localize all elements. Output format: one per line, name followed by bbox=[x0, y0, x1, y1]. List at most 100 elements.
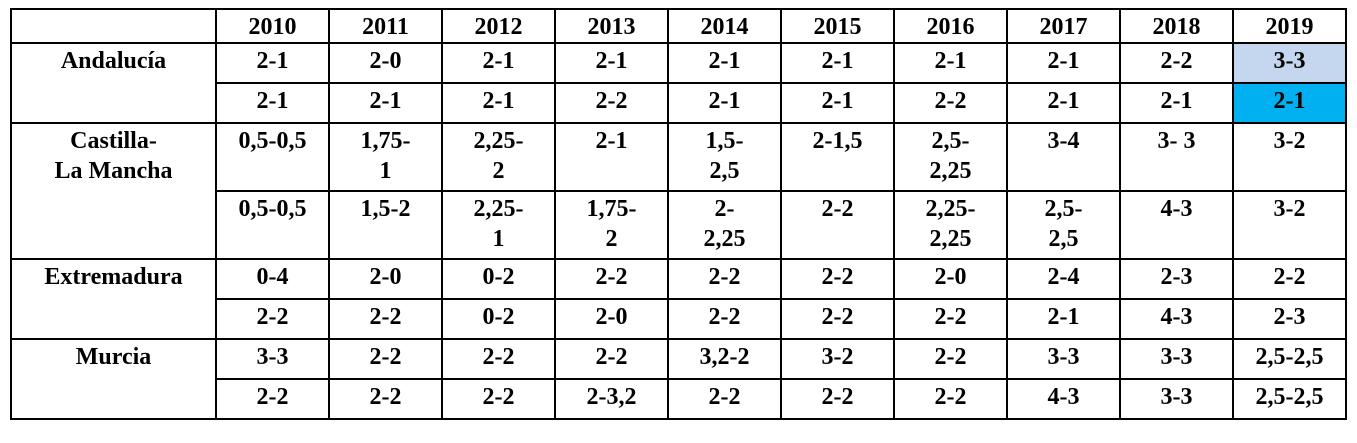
table-row: Castilla- La Mancha 0,5-0,5 1,75- 1 2,25- 2… bbox=[10, 122, 1347, 260]
header-cell: 2014 bbox=[667, 8, 782, 44]
score-cell: 3- 3 bbox=[1119, 122, 1234, 192]
score-cell: 2-1 bbox=[1119, 82, 1234, 124]
score-cell: 2,25- 2,25 bbox=[893, 190, 1008, 260]
score-cell: 2-2 bbox=[441, 338, 556, 380]
score-cell: 2-2 bbox=[328, 338, 443, 380]
table-row: Andalucía 2-1 2-0 2-1 2-1 2-1 2-1 2-1 2-1 2-2 3-3 bbox=[10, 42, 1347, 124]
header-cell: 2011 bbox=[328, 8, 443, 44]
score-cell: 2-1 bbox=[1232, 82, 1347, 124]
score-cell: 3-3 bbox=[1119, 378, 1234, 420]
score-cell: 1,75- 2 bbox=[554, 190, 669, 260]
table-row: 0,5-0,5 1,5-2 2,25- 1 1,75- 2 2- 2,25 2-2 2,25… bbox=[11, 190, 1347, 260]
region-cell: Extremadura bbox=[10, 258, 217, 340]
score-cell: 1,75- 1 bbox=[328, 122, 443, 192]
score-cell: 0-2 bbox=[441, 298, 556, 340]
score-cell: 2-2 bbox=[780, 298, 895, 340]
score-cell: 2-1 bbox=[215, 82, 330, 124]
score-cell: 2-3 bbox=[1232, 298, 1347, 340]
score-cell: 2-2 bbox=[215, 378, 330, 420]
results-table: 2010 2011 2012 2013 2014 2015 2016 2017 2018 2019… bbox=[10, 8, 1347, 420]
score-cell: 2-2 bbox=[667, 258, 782, 300]
score-cell: 2,5- 2,5 bbox=[1006, 190, 1121, 260]
table-row: 2-2 2-2 0-2 2-0 2-2 2-2 2-2 2-1 4-3 2-3 bbox=[11, 298, 1347, 340]
score-cell: 2-0 bbox=[328, 42, 443, 84]
table-row: 2010 2011 2012 2013 2014 2015 2016 2017 2018 2019 bbox=[10, 8, 1347, 44]
score-cell: 0-4 bbox=[215, 258, 330, 300]
score-cell: 2-1,5 bbox=[780, 122, 895, 192]
score-cell: 0,5-0,5 bbox=[215, 190, 330, 260]
score-cell: 3-2 bbox=[1232, 190, 1347, 260]
score-cell: 2-1 bbox=[441, 42, 556, 84]
score-cell: 2-1 bbox=[667, 42, 782, 84]
score-cell: 2-2 bbox=[554, 82, 669, 124]
score-cell: 3-3 bbox=[215, 338, 330, 380]
score-cell: 2-2 bbox=[215, 298, 330, 340]
score-cell: 2-2 bbox=[441, 378, 556, 420]
score-cell: 2-2 bbox=[893, 338, 1008, 380]
score-cell: 2-2 bbox=[328, 378, 443, 420]
header-cell bbox=[10, 8, 217, 44]
header-cell: 2019 bbox=[1232, 8, 1347, 44]
score-cell: 2,5-2,5 bbox=[1232, 338, 1347, 380]
score-cell: 2-2 bbox=[667, 378, 782, 420]
header-cell: 2016 bbox=[893, 8, 1008, 44]
score-cell: 1,5- 2,5 bbox=[667, 122, 782, 192]
score-cell: 4-3 bbox=[1006, 378, 1121, 420]
score-cell: 2,25- 1 bbox=[441, 190, 556, 260]
score-cell: 2-1 bbox=[1006, 82, 1121, 124]
score-cell: 2-1 bbox=[780, 42, 895, 84]
score-cell: 2-2 bbox=[554, 258, 669, 300]
score-cell: 2-3 bbox=[1119, 258, 1234, 300]
score-cell: 2-2 bbox=[780, 378, 895, 420]
score-cell: 3-3 bbox=[1119, 338, 1234, 380]
score-cell: 2-2 bbox=[1119, 42, 1234, 84]
score-cell: 2- 2,25 bbox=[667, 190, 782, 260]
score-cell: 2-0 bbox=[328, 258, 443, 300]
score-cell: 2-2 bbox=[893, 298, 1008, 340]
score-cell: 2-2 bbox=[893, 82, 1008, 124]
score-cell: 2-1 bbox=[328, 82, 443, 124]
score-cell: 3-3 bbox=[1006, 338, 1121, 380]
score-cell: 2-3,2 bbox=[554, 378, 669, 420]
score-cell: 2-0 bbox=[893, 258, 1008, 300]
score-cell: 2,5-2,5 bbox=[1232, 378, 1347, 420]
score-cell: 2,25- 2 bbox=[441, 122, 556, 192]
score-cell: 2-2 bbox=[1232, 258, 1347, 300]
score-cell: 2-2 bbox=[554, 338, 669, 380]
score-cell: 2-1 bbox=[441, 82, 556, 124]
score-cell: 1,5-2 bbox=[328, 190, 443, 260]
score-cell: 4-3 bbox=[1119, 298, 1234, 340]
score-cell: 3,2-2 bbox=[667, 338, 782, 380]
header-cell: 2018 bbox=[1119, 8, 1234, 44]
score-cell: 0,5-0,5 bbox=[215, 122, 330, 192]
score-cell: 3-2 bbox=[780, 338, 895, 380]
header-cell: 2013 bbox=[554, 8, 669, 44]
table-row: 2-2 2-2 2-2 2-3,2 2-2 2-2 2-2 4-3 3-3 2,5-2,5 bbox=[11, 378, 1347, 420]
score-cell: 2-2 bbox=[893, 378, 1008, 420]
score-cell: 2-1 bbox=[215, 42, 330, 84]
score-cell: 2-1 bbox=[893, 42, 1008, 84]
score-cell: 2-2 bbox=[780, 258, 895, 300]
score-cell: 2-1 bbox=[1006, 42, 1121, 84]
table-row: Extremadura 0-4 2-0 0-2 2-2 2-2 2-2 2-0 2-4 2-3 2-… bbox=[10, 258, 1347, 340]
score-cell: 2-1 bbox=[554, 122, 669, 192]
score-cell: 3-3 bbox=[1232, 42, 1347, 84]
header-cell: 2017 bbox=[1006, 8, 1121, 44]
score-cell: 2-2 bbox=[328, 298, 443, 340]
score-cell: 4-3 bbox=[1119, 190, 1234, 260]
score-cell: 2-1 bbox=[780, 82, 895, 124]
region-cell: Andalucía bbox=[10, 42, 217, 124]
score-cell: 2-4 bbox=[1006, 258, 1121, 300]
score-cell: 0-2 bbox=[441, 258, 556, 300]
header-cell: 2015 bbox=[780, 8, 895, 44]
table-row: Murcia 3-3 2-2 2-2 2-2 3,2-2 3-2 2-2 3-3 3-3 2,5-2… bbox=[10, 338, 1347, 420]
score-cell: 3-2 bbox=[1232, 122, 1347, 192]
score-cell: 2-0 bbox=[554, 298, 669, 340]
region-cell: Murcia bbox=[10, 338, 217, 420]
header-cell: 2012 bbox=[441, 8, 556, 44]
header-cell: 2010 bbox=[215, 8, 330, 44]
score-cell: 2,5- 2,25 bbox=[893, 122, 1008, 192]
score-cell: 2-1 bbox=[1006, 298, 1121, 340]
score-cell: 2-2 bbox=[667, 298, 782, 340]
